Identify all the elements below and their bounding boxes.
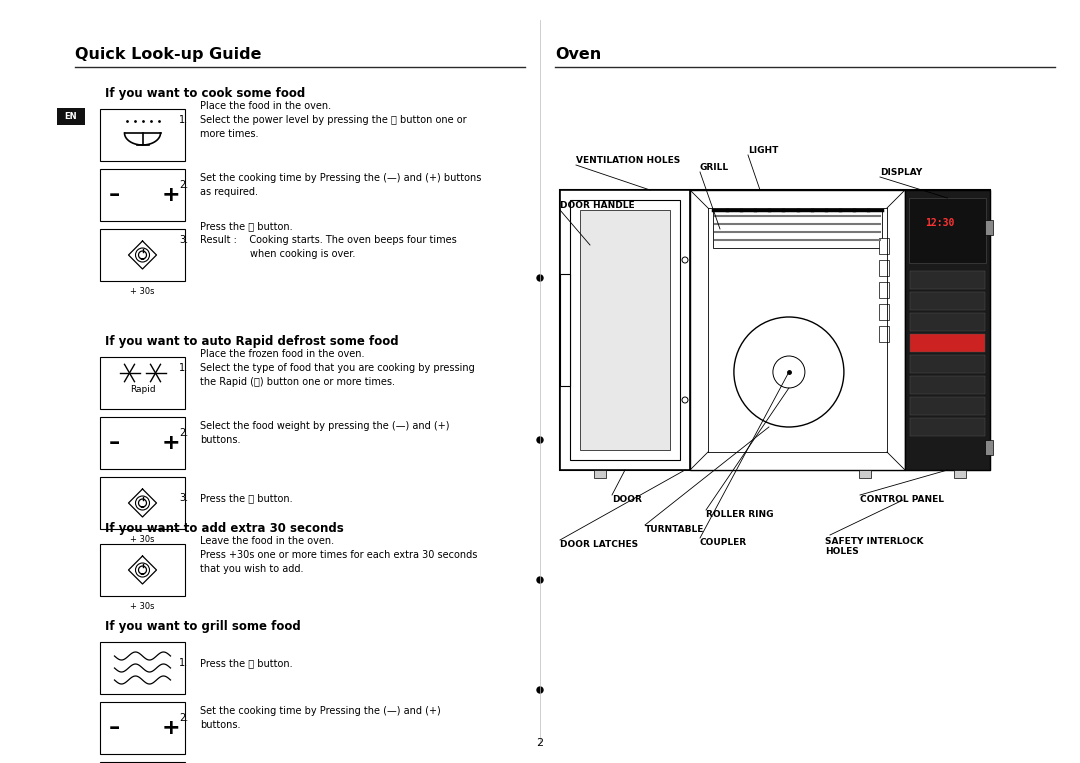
Text: Leave the food in the oven.
Press +30s one or more times for each extra 30 secon: Leave the food in the oven. Press +30s o… [200, 536, 477, 574]
Text: Quick Look-up Guide: Quick Look-up Guide [75, 47, 261, 62]
Bar [910, 376, 985, 394]
Bar [954, 470, 966, 478]
Bar [100, 477, 185, 529]
Text: +: + [161, 718, 179, 738]
Text: Select the food weight by pressing the (—) and (+)
buttons.: Select the food weight by pressing the (… [200, 421, 449, 445]
Bar [100, 762, 185, 763]
Text: +: + [161, 433, 179, 453]
Text: 2.: 2. [179, 180, 188, 190]
Bar [910, 418, 985, 436]
Text: Press the ⏻ button.
Result :    Cooking starts. The oven beeps four times
      : Press the ⏻ button. Result : Cooking sta… [200, 221, 457, 259]
Text: LIGHT: LIGHT [748, 146, 779, 155]
Text: + 30s: + 30s [131, 535, 154, 544]
Text: +: + [161, 185, 179, 205]
Text: Place the frozen food in the oven.
Select the type of food that you are cooking : Place the frozen food in the oven. Selec… [200, 349, 475, 387]
Circle shape [537, 275, 543, 281]
Text: If you want to grill some food: If you want to grill some food [105, 620, 300, 633]
Bar [100, 229, 185, 281]
Text: –: – [109, 718, 120, 738]
Bar [570, 200, 680, 460]
Text: If you want to cook some food: If you want to cook some food [105, 87, 306, 100]
Text: SAFETY INTERLOCK
HOLES: SAFETY INTERLOCK HOLES [825, 537, 923, 556]
Text: + 30s: + 30s [131, 602, 154, 611]
Text: Press the ⏻ button.: Press the ⏻ button. [200, 493, 293, 503]
Text: 2.: 2. [179, 713, 188, 723]
Text: DISPLAY: DISPLAY [880, 168, 922, 177]
Circle shape [537, 687, 543, 693]
Text: Press the ㋿ button.: Press the ㋿ button. [200, 658, 293, 668]
Bar [910, 334, 985, 352]
Bar [910, 271, 985, 289]
Text: DOOR: DOOR [612, 495, 642, 504]
Bar [561, 190, 690, 470]
Text: COUPLER: COUPLER [700, 538, 747, 547]
Bar [100, 417, 185, 469]
Text: TURNTABLE: TURNTABLE [645, 525, 704, 534]
Bar [879, 238, 889, 254]
Text: + 30s: + 30s [131, 287, 154, 296]
Bar [57, 108, 85, 125]
Bar [561, 190, 990, 470]
Bar [594, 470, 606, 478]
Text: 1.: 1. [179, 363, 188, 373]
Text: DOOR LATCHES: DOOR LATCHES [561, 540, 638, 549]
Text: VENTILATION HOLES: VENTILATION HOLES [576, 156, 680, 165]
Bar [985, 440, 993, 455]
Bar [859, 470, 870, 478]
Text: –: – [109, 433, 120, 453]
Bar [100, 642, 185, 694]
Bar [100, 169, 185, 221]
Text: 12:30: 12:30 [926, 217, 955, 227]
Bar [909, 198, 986, 263]
Bar [580, 210, 670, 450]
Bar [905, 190, 990, 470]
Bar [910, 355, 985, 373]
Bar [910, 292, 985, 310]
Circle shape [537, 577, 543, 583]
Text: Set the cooking time by Pressing the (—) and (+) buttons
as required.: Set the cooking time by Pressing the (—)… [200, 173, 482, 197]
Text: GRILL: GRILL [700, 163, 729, 172]
Text: Oven: Oven [555, 47, 602, 62]
Text: If you want to add extra 30 seconds: If you want to add extra 30 seconds [105, 522, 343, 535]
Text: 2.: 2. [179, 428, 188, 438]
Text: –: – [109, 185, 120, 205]
Text: Set the cooking time by Pressing the (—) and (+)
buttons.: Set the cooking time by Pressing the (—)… [200, 706, 441, 730]
Bar [879, 282, 889, 298]
Text: 1.: 1. [179, 658, 188, 668]
Text: 1.: 1. [179, 115, 188, 125]
Bar [879, 326, 889, 342]
Bar [910, 397, 985, 415]
Text: EN: EN [65, 112, 78, 121]
Bar [100, 702, 185, 754]
Bar [985, 220, 993, 235]
Text: Place the food in the oven.
Select the power level by pressing the メ button one : Place the food in the oven. Select the p… [200, 101, 467, 139]
Text: 3.: 3. [179, 493, 188, 503]
Bar [879, 260, 889, 276]
Bar [879, 304, 889, 320]
Text: DOOR HANDLE: DOOR HANDLE [561, 201, 635, 210]
Circle shape [537, 437, 543, 443]
Bar [100, 357, 185, 409]
Text: 2: 2 [537, 738, 543, 748]
Bar [690, 190, 905, 470]
Bar [561, 274, 570, 386]
Bar [910, 313, 985, 331]
Text: ROLLER RING: ROLLER RING [706, 510, 773, 519]
Text: 3.: 3. [179, 235, 188, 245]
Bar [713, 210, 882, 248]
Text: Rapid: Rapid [130, 385, 156, 394]
Bar [100, 109, 185, 161]
Bar [100, 544, 185, 596]
Text: CONTROL PANEL: CONTROL PANEL [860, 495, 944, 504]
Text: If you want to auto Rapid defrost some food: If you want to auto Rapid defrost some f… [105, 335, 399, 348]
